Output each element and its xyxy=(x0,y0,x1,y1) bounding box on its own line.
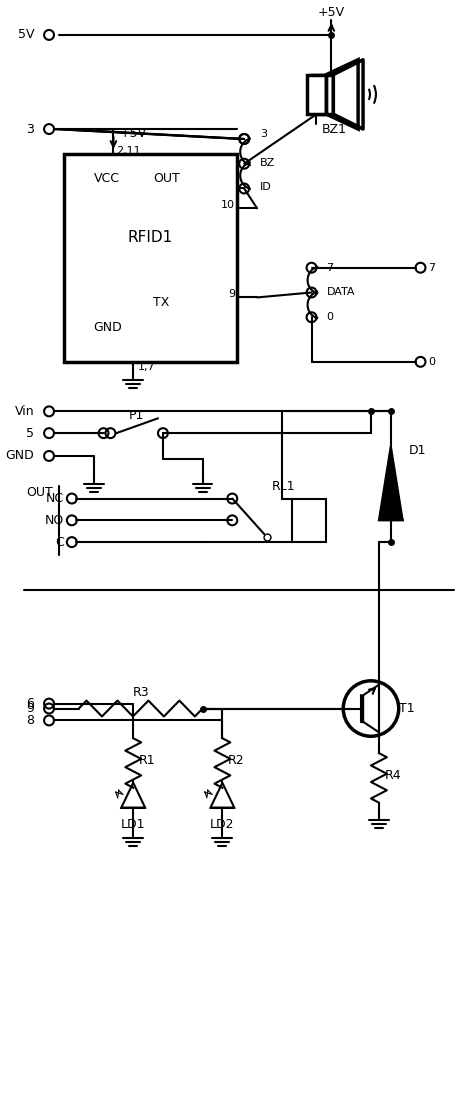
Bar xyxy=(311,75,333,114)
Text: 7: 7 xyxy=(428,263,436,273)
Text: T1: T1 xyxy=(399,702,414,715)
Text: R2: R2 xyxy=(228,754,245,767)
Text: 8: 8 xyxy=(26,714,34,727)
Polygon shape xyxy=(379,446,403,520)
Text: OUT: OUT xyxy=(26,486,53,499)
Text: 0: 0 xyxy=(327,312,333,322)
Text: 9: 9 xyxy=(27,702,34,715)
Text: +5V: +5V xyxy=(119,128,147,141)
Text: 3: 3 xyxy=(260,129,267,139)
Text: LD1: LD1 xyxy=(121,818,146,831)
Text: TX: TX xyxy=(153,295,169,309)
Text: 6: 6 xyxy=(27,697,34,711)
Text: 7: 7 xyxy=(327,263,334,273)
Text: BZ1: BZ1 xyxy=(322,123,347,135)
Bar xyxy=(307,75,327,114)
Text: GND: GND xyxy=(5,450,34,462)
Text: VCC: VCC xyxy=(94,172,119,185)
Text: ID: ID xyxy=(260,182,272,192)
Polygon shape xyxy=(333,59,363,129)
Circle shape xyxy=(44,124,54,134)
Bar xyxy=(292,499,327,542)
Text: 5V: 5V xyxy=(18,28,34,41)
Text: P1: P1 xyxy=(129,408,145,422)
Text: NO: NO xyxy=(45,514,64,527)
Text: 9: 9 xyxy=(228,290,235,300)
Text: DATA: DATA xyxy=(327,288,355,298)
Text: 5: 5 xyxy=(26,426,34,440)
Text: GND: GND xyxy=(94,321,122,333)
Text: RL1: RL1 xyxy=(272,480,296,493)
Text: RFID1: RFID1 xyxy=(128,229,173,245)
Text: C: C xyxy=(55,536,64,548)
Polygon shape xyxy=(361,695,363,723)
Text: 3: 3 xyxy=(27,123,34,135)
Circle shape xyxy=(44,30,54,40)
Text: BZ: BZ xyxy=(260,158,275,168)
Text: 1,7: 1,7 xyxy=(138,361,156,372)
Text: LD2: LD2 xyxy=(210,818,235,831)
Text: +5V: +5V xyxy=(318,6,345,19)
Text: 2,11: 2,11 xyxy=(117,145,141,156)
Bar xyxy=(64,153,237,361)
Text: D1: D1 xyxy=(409,444,426,458)
Text: R1: R1 xyxy=(139,754,155,767)
Text: OUT: OUT xyxy=(153,172,180,185)
Polygon shape xyxy=(333,59,363,129)
Text: NC: NC xyxy=(46,492,64,505)
Text: 0: 0 xyxy=(428,357,436,367)
Text: R3: R3 xyxy=(132,686,149,699)
Text: Vin: Vin xyxy=(15,405,34,417)
Text: 10: 10 xyxy=(221,200,235,210)
Text: R4: R4 xyxy=(384,769,401,782)
